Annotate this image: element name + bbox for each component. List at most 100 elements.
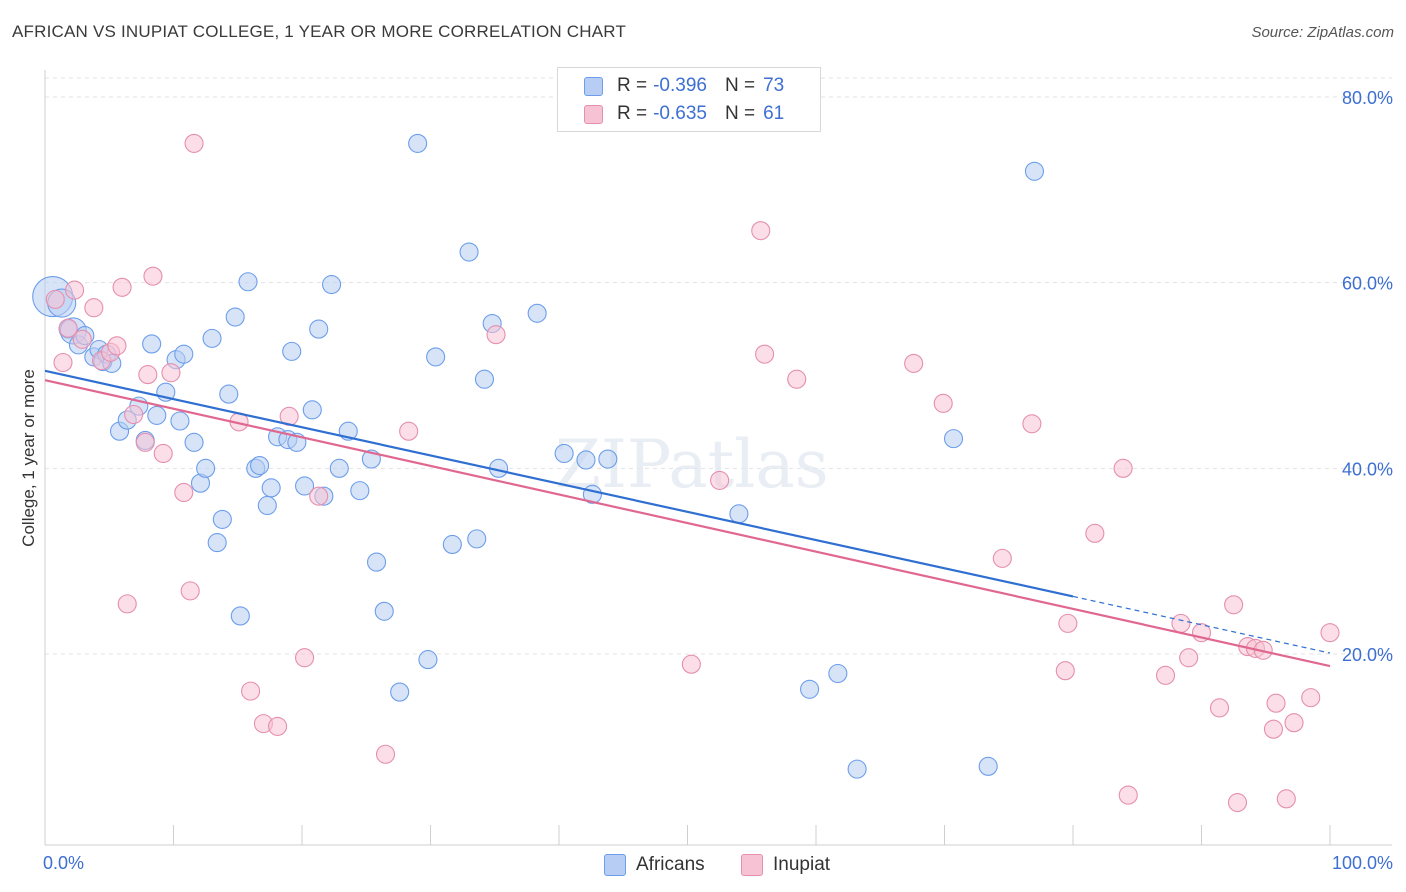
point-africans xyxy=(350,481,370,501)
point-inupiat xyxy=(53,352,73,373)
point-africans xyxy=(219,384,239,404)
point-inupiat xyxy=(710,470,730,490)
point-africans xyxy=(943,429,964,449)
series-swatch-inupiat xyxy=(741,854,763,876)
legend-n-value: 73 xyxy=(763,75,785,96)
point-inupiat xyxy=(1085,523,1105,543)
point-africans xyxy=(295,476,315,496)
point-inupiat xyxy=(1209,698,1230,718)
point-africans xyxy=(322,274,342,295)
series-legend-inupiat: Inupiat xyxy=(741,852,830,878)
point-inupiat xyxy=(161,363,181,383)
point-inupiat xyxy=(107,336,127,356)
y-tick-label: 20.0% xyxy=(1342,645,1393,665)
point-inupiat xyxy=(112,277,132,297)
point-africans xyxy=(282,341,302,361)
point-africans xyxy=(207,533,227,553)
point-inupiat xyxy=(933,393,953,413)
point-inupiat xyxy=(681,654,701,674)
legend-n-value: 61 xyxy=(763,103,785,124)
axes xyxy=(44,70,1392,846)
chart-title: AFRICAN VS INUPIAT COLLEGE, 1 YEAR OR MO… xyxy=(12,22,627,41)
series-name-africans: Africans xyxy=(636,854,705,875)
point-inupiat xyxy=(1058,613,1078,633)
point-africans xyxy=(554,443,574,464)
point-africans xyxy=(1024,161,1044,181)
point-africans xyxy=(800,679,820,699)
point-inupiat xyxy=(1118,785,1138,805)
trend-line-inupiat xyxy=(44,379,1331,668)
point-africans xyxy=(527,303,547,323)
point-inupiat xyxy=(124,404,144,425)
point-inupiat xyxy=(992,548,1012,568)
point-africans xyxy=(828,663,848,684)
point-inupiat xyxy=(65,280,85,300)
point-inupiat xyxy=(1301,688,1321,708)
point-africans xyxy=(202,328,222,348)
point-inupiat xyxy=(787,369,807,389)
legend-n-label: N = xyxy=(724,103,756,124)
legend-row-africans: R = -0.396 N = 73 xyxy=(584,74,784,98)
point-inupiat xyxy=(399,421,419,441)
legend-r-value: -0.396 xyxy=(653,75,707,96)
point-africans xyxy=(729,504,749,524)
series-legend-africans: Africans xyxy=(604,852,705,878)
point-africans xyxy=(196,458,216,478)
point-inupiat xyxy=(1227,792,1248,813)
data-points xyxy=(32,133,1340,813)
trend-lines xyxy=(44,369,1331,668)
point-inupiat xyxy=(72,329,92,349)
point-africans xyxy=(212,509,232,529)
y-tick-label: 40.0% xyxy=(1342,459,1393,479)
point-inupiat xyxy=(1263,719,1284,739)
point-africans xyxy=(390,682,410,702)
y-tick-label: 60.0% xyxy=(1342,274,1393,294)
point-inupiat xyxy=(45,289,65,309)
point-inupiat xyxy=(755,344,775,364)
gridlines xyxy=(45,77,1392,655)
point-africans xyxy=(459,242,479,262)
series-name-inupiat: Inupiat xyxy=(773,854,831,875)
point-africans xyxy=(170,411,190,431)
point-africans xyxy=(576,450,596,470)
series-swatch-africans xyxy=(604,854,626,876)
point-inupiat xyxy=(1266,693,1286,713)
legend-r-label: R = xyxy=(617,103,648,124)
point-africans xyxy=(474,369,495,389)
source-label: Source: ZipAtlas.com xyxy=(1251,24,1394,41)
point-inupiat xyxy=(1179,648,1199,668)
point-africans xyxy=(230,606,250,626)
point-inupiat xyxy=(153,443,173,464)
point-inupiat xyxy=(375,744,396,764)
point-africans xyxy=(467,529,487,549)
point-africans xyxy=(598,449,618,469)
point-africans xyxy=(408,133,428,153)
tick-labels: 20.0% 40.0% 60.0% 80.0% 0.0% 100.0% xyxy=(43,88,1393,873)
point-inupiat xyxy=(1055,661,1075,681)
point-africans xyxy=(978,756,998,776)
point-inupiat xyxy=(58,318,78,338)
point-inupiat xyxy=(184,133,204,153)
legend-r-label: R = xyxy=(617,75,648,96)
legend-swatch-africans xyxy=(584,76,603,96)
legend-row-inupiat: R = -0.635 N = 61 xyxy=(584,102,784,126)
point-inupiat xyxy=(1171,613,1191,633)
point-inupiat xyxy=(135,432,155,452)
point-africans xyxy=(261,478,281,498)
point-africans xyxy=(174,344,194,364)
point-africans xyxy=(442,534,462,555)
trend-line-africans xyxy=(44,369,1074,598)
x-tick-label-max: 100.0% xyxy=(1332,853,1393,873)
point-inupiat xyxy=(1276,789,1296,809)
point-africans xyxy=(847,759,867,779)
y-tick-label: 80.0% xyxy=(1342,88,1393,108)
point-inupiat xyxy=(1224,595,1244,615)
point-inupiat xyxy=(84,298,104,318)
point-africans xyxy=(147,405,167,425)
point-inupiat xyxy=(1113,458,1133,478)
point-inupiat xyxy=(486,325,506,345)
point-inupiat xyxy=(138,365,158,385)
point-inupiat xyxy=(904,353,924,373)
point-inupiat xyxy=(268,716,288,736)
